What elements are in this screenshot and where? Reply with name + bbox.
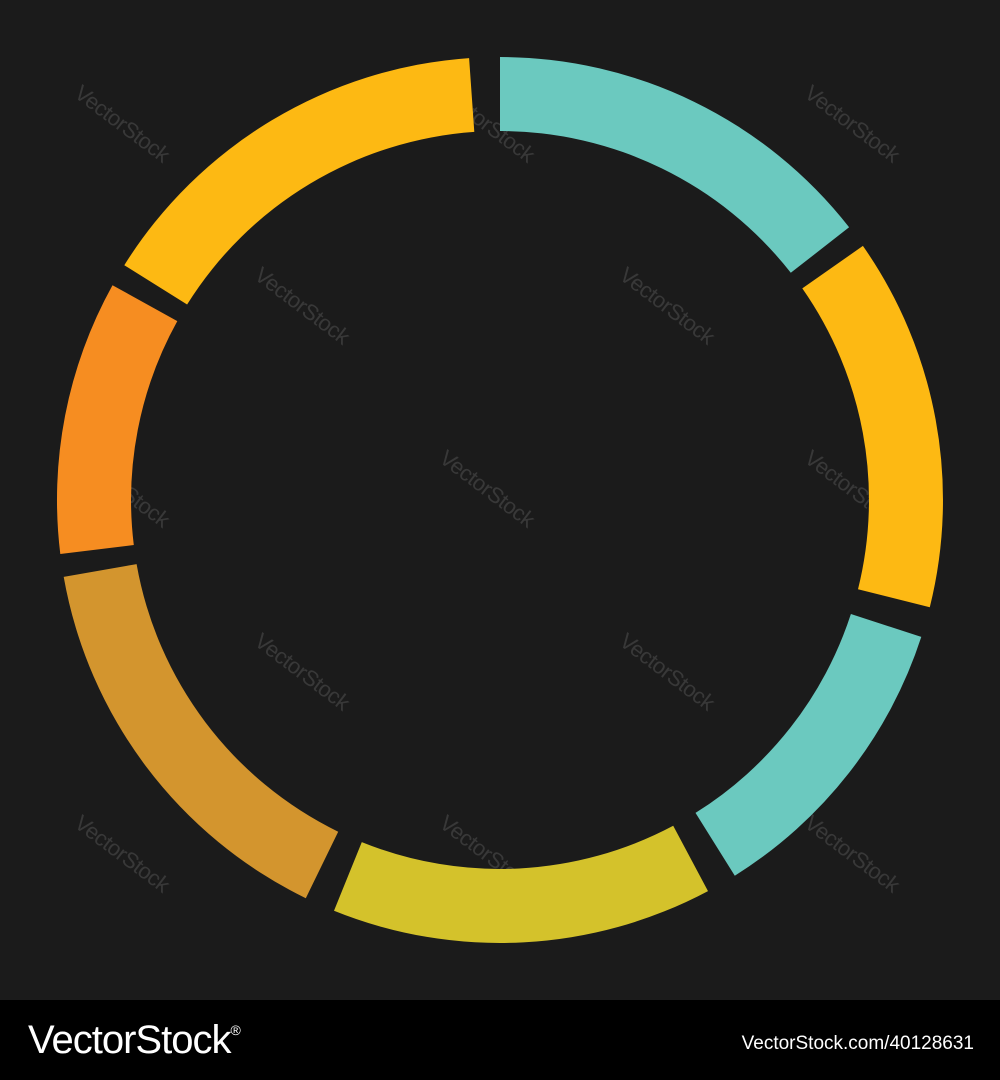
canvas: VectorStock VectorStock VectorStock VectorS… (56, 57, 943, 943)
segment-right (695, 614, 922, 876)
segment-upper-left (124, 58, 475, 305)
image-id-label: VectorStock.com/40128631 (741, 1033, 974, 1054)
segmented-ring (56, 57, 943, 943)
logo-text: VectorStock (28, 1018, 231, 1062)
segment-bottom-left (63, 564, 339, 899)
segment-bottom-right (334, 825, 708, 943)
footer-bar: VectorStock® VectorStock.com/40128631 (0, 1000, 1000, 1080)
segment-top (500, 57, 850, 273)
segment-left (56, 285, 178, 554)
vectorstock-logo[interactable]: VectorStock® (28, 1018, 241, 1063)
segment-upper-right (802, 245, 943, 608)
logo-registered-mark: ® (230, 1022, 240, 1038)
